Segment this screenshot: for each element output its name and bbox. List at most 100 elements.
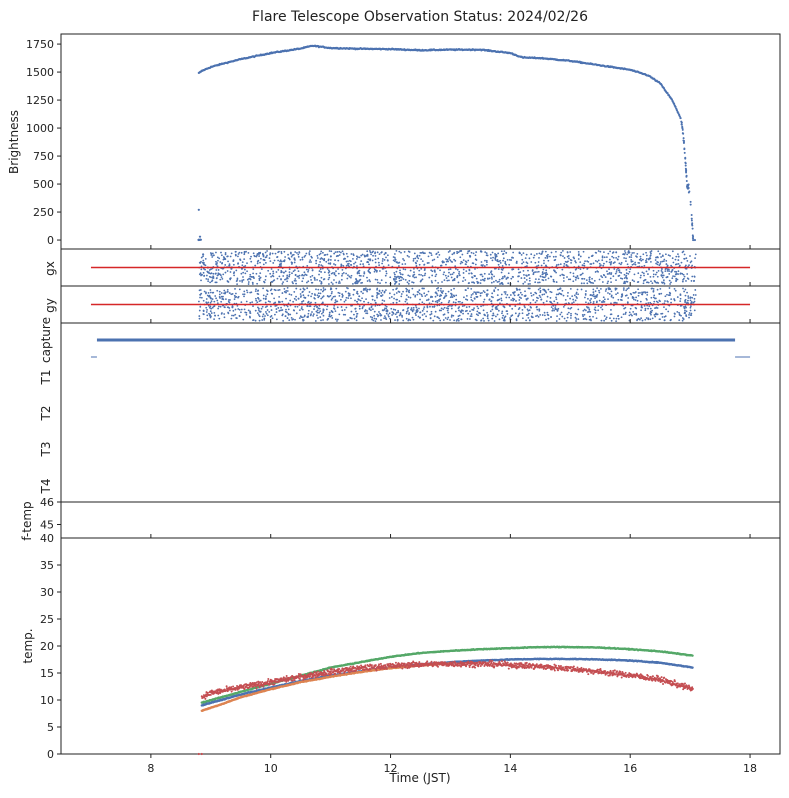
gy-point [515, 287, 518, 290]
gy-point [316, 311, 319, 314]
gy-point [371, 316, 374, 319]
gy-point [514, 312, 517, 315]
gx-point [544, 274, 547, 277]
gy-point [426, 306, 429, 309]
gx-point [421, 251, 424, 254]
gx-point [215, 281, 218, 284]
gx-point [642, 253, 645, 256]
gx-point [676, 278, 679, 281]
gy-point [450, 315, 453, 318]
gy-point [427, 298, 430, 301]
gx-point [623, 257, 626, 259]
gy-point [684, 312, 686, 314]
gx-point [691, 275, 694, 278]
gx-point [393, 275, 396, 278]
gy-point [234, 308, 237, 311]
gx-point [207, 278, 210, 281]
gy-point [250, 291, 253, 294]
gx-point [569, 251, 572, 253]
gx-point [357, 280, 360, 283]
gx-point [264, 278, 267, 281]
gx-point [670, 270, 673, 273]
gy-point [689, 297, 692, 299]
gx-point [407, 282, 410, 285]
gy-point [366, 290, 368, 293]
gx-point [418, 254, 421, 257]
brightness-point [666, 92, 669, 95]
gx-point [260, 268, 263, 271]
gx-point [466, 252, 469, 255]
brightness-point [198, 235, 202, 238]
gx-point [562, 255, 564, 258]
gy-point [553, 300, 556, 303]
gx-point [607, 252, 610, 255]
gy-point [635, 307, 638, 310]
gy-point [593, 295, 595, 298]
gy-point [512, 299, 515, 302]
gy-point [429, 296, 432, 299]
gx-point [666, 276, 669, 278]
gx-point [561, 268, 564, 271]
gx-point [243, 268, 246, 271]
gy-point [213, 305, 216, 308]
gy-point [688, 313, 690, 316]
gy-point [235, 317, 238, 320]
gx-point [566, 261, 568, 264]
gy-point [347, 294, 350, 297]
gx-point [449, 259, 452, 262]
gx-point [348, 275, 351, 278]
gy-point [254, 290, 257, 292]
gy-point [641, 293, 644, 296]
gy-point [690, 300, 693, 303]
gy-point [307, 309, 310, 312]
gx-point [346, 263, 349, 265]
gy-point [322, 309, 325, 311]
gx-point [639, 257, 642, 260]
gy-point [553, 309, 555, 312]
gy-point [576, 313, 579, 316]
gy-point [617, 298, 620, 301]
gy-point [482, 309, 485, 312]
gy-point [647, 307, 649, 310]
gx-point [236, 277, 239, 280]
gx-point [583, 277, 586, 280]
gx-point [420, 273, 422, 276]
gx-point [621, 277, 624, 280]
gx-point [374, 255, 377, 257]
gy-point [596, 300, 598, 303]
gx-point [639, 255, 642, 258]
gx-point [421, 260, 424, 262]
gx-point [276, 277, 279, 280]
gy-point [524, 290, 526, 293]
gx-point [563, 262, 566, 265]
gx-point [370, 253, 372, 256]
gy-point [258, 300, 261, 303]
gx-point [602, 264, 605, 267]
gy-point [231, 314, 233, 317]
gy-point [530, 294, 533, 297]
gy-point [667, 310, 670, 313]
gx-point [228, 264, 231, 267]
gy-point [556, 302, 559, 304]
brightness-point [690, 217, 693, 220]
gx-point [491, 273, 494, 276]
gx-point [534, 278, 537, 281]
gy-point [322, 295, 325, 298]
gx-point [308, 253, 311, 256]
brightness-point [693, 238, 697, 242]
gx-point [671, 269, 674, 272]
gy-point [439, 319, 442, 322]
gx-point [625, 272, 628, 275]
gy-point [431, 305, 434, 308]
gy-point [289, 299, 292, 302]
gx-point [567, 255, 570, 257]
gy-point [637, 294, 640, 297]
gy-point [434, 310, 437, 313]
brightness-point [685, 175, 688, 178]
gy-point [275, 308, 278, 310]
gy-point [465, 306, 468, 309]
gy-point [425, 315, 427, 318]
gx-point [652, 273, 655, 276]
gy-point [210, 312, 213, 314]
gx-point [458, 274, 461, 277]
